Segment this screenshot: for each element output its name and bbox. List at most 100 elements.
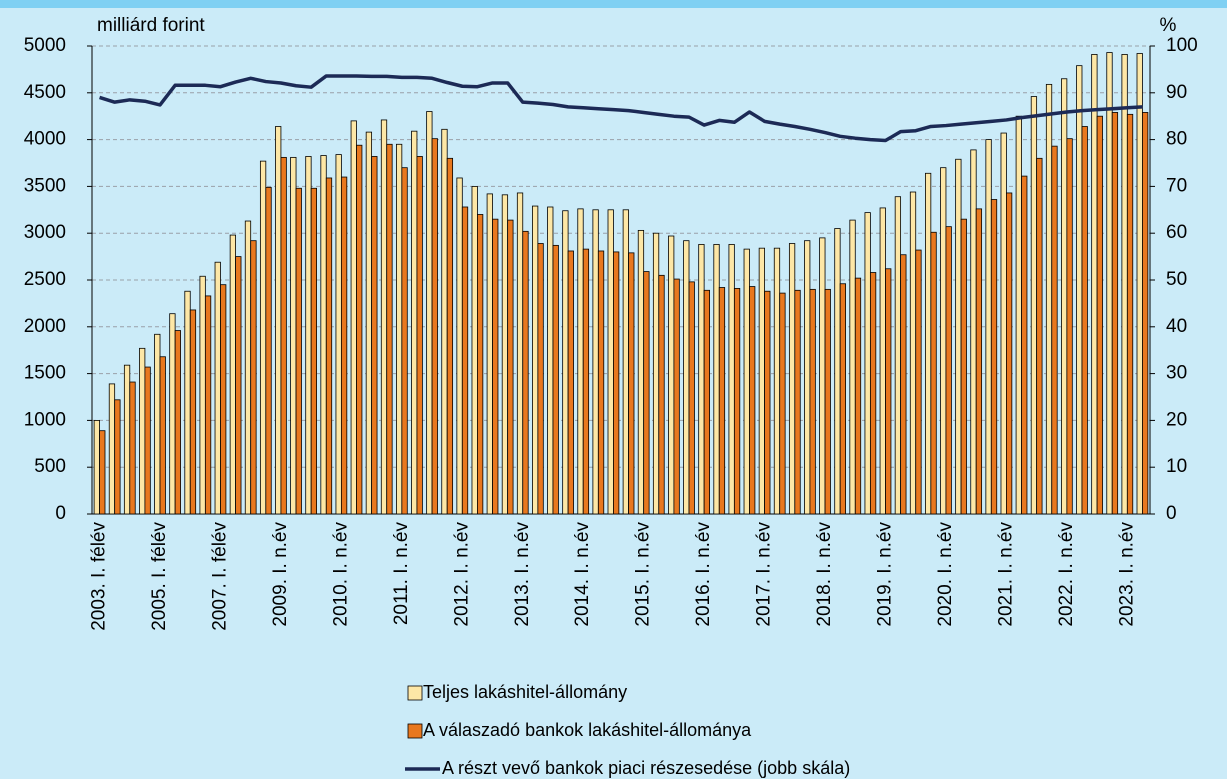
- bar: [250, 240, 257, 515]
- y2-tick-label: 100: [1166, 35, 1198, 56]
- bar: [909, 191, 917, 515]
- bar: [1000, 132, 1007, 515]
- bar: [461, 206, 469, 515]
- x-tick-label: 2014. I. n.év: [572, 522, 593, 627]
- y-tick-label: 3500: [24, 175, 66, 196]
- bar: [1126, 113, 1134, 515]
- bar: [401, 167, 408, 515]
- bar: [1045, 83, 1053, 515]
- x-tick-label: 2007. I. félév: [209, 522, 230, 631]
- x-tick-label: 2012. I. n.év: [451, 522, 472, 627]
- y2-tick-label: 20: [1166, 409, 1187, 430]
- top-band: [0, 0, 1227, 8]
- bar: [220, 284, 227, 515]
- bar: [652, 232, 660, 515]
- bar: [1081, 126, 1088, 515]
- bar: [1030, 96, 1038, 515]
- bar: [350, 120, 357, 515]
- y-tick-label: 1000: [24, 409, 66, 430]
- bar: [1061, 78, 1068, 515]
- bar: [265, 186, 272, 515]
- bar: [108, 383, 116, 515]
- bar: [154, 333, 161, 515]
- bar: [925, 172, 932, 515]
- bar: [1096, 115, 1103, 515]
- y-tick-label: 4000: [24, 129, 66, 150]
- bar: [613, 251, 620, 515]
- bar: [577, 208, 584, 515]
- bar: [552, 244, 559, 515]
- bar: [214, 261, 221, 515]
- bar: [295, 187, 302, 515]
- bar: [985, 139, 992, 515]
- bar: [532, 205, 539, 515]
- bar: [396, 143, 403, 515]
- bar: [139, 347, 146, 515]
- y2-tick-label: 30: [1166, 363, 1187, 384]
- legend-label: A válaszadó bankok lakáshitel-állománya: [423, 720, 752, 740]
- x-tick-label: 2015. I. n.év: [633, 522, 654, 627]
- bar: [975, 208, 983, 515]
- bar: [486, 193, 493, 515]
- bar: [698, 244, 705, 515]
- x-tick-label: 2011. I. n.év: [391, 522, 412, 626]
- bar: [310, 187, 317, 515]
- bar: [834, 228, 841, 515]
- bar: [597, 250, 605, 515]
- bar: [809, 288, 816, 515]
- bar: [592, 209, 599, 515]
- bar: [229, 234, 236, 515]
- x-tick-label: 2013. I. n.év: [512, 522, 533, 627]
- bar: [1021, 175, 1028, 515]
- bar: [567, 250, 574, 515]
- bar: [1136, 53, 1143, 515]
- bar: [365, 131, 373, 515]
- bar: [456, 177, 463, 515]
- bar: [960, 218, 967, 515]
- y2-tick-label: 10: [1166, 456, 1187, 477]
- bar: [426, 111, 433, 515]
- bar: [174, 330, 181, 515]
- y2-axis-label: %: [1160, 15, 1177, 36]
- bar: [940, 167, 947, 515]
- bar: [628, 252, 635, 515]
- bar: [507, 219, 514, 515]
- bar: [144, 366, 151, 515]
- bar: [501, 194, 509, 515]
- x-tick-label: 2021. I. n.év: [995, 522, 1016, 627]
- x-tick-label: 2016. I. n.év: [693, 522, 714, 627]
- y-tick-label: 3000: [24, 222, 66, 243]
- x-tick-label: 2019. I. n.év: [875, 522, 896, 627]
- bar: [411, 130, 418, 515]
- bar: [688, 281, 695, 515]
- bar: [658, 274, 665, 515]
- bar: [416, 156, 423, 515]
- bar: [637, 229, 645, 515]
- bar: [340, 176, 348, 515]
- bar: [970, 149, 977, 515]
- bar: [123, 364, 131, 515]
- bar: [1091, 54, 1098, 515]
- bar: [305, 156, 312, 515]
- x-tick-label: 2023. I. n.év: [1116, 522, 1137, 627]
- bar: [169, 313, 176, 515]
- bar: [900, 254, 907, 515]
- y-tick-label: 2000: [24, 316, 66, 337]
- bar: [99, 430, 106, 515]
- bar: [159, 356, 166, 515]
- bar: [733, 288, 741, 515]
- bar: [522, 230, 529, 515]
- bar: [779, 292, 786, 515]
- bar: [199, 275, 206, 515]
- line: [99, 74, 1143, 143]
- bar: [1121, 54, 1128, 515]
- bar: [990, 199, 998, 515]
- bar: [471, 185, 478, 515]
- bar: [477, 214, 484, 515]
- bar: [371, 156, 378, 515]
- bar: [1015, 115, 1022, 515]
- bar: [537, 243, 544, 515]
- bar: [431, 138, 438, 515]
- bar: [1051, 145, 1058, 515]
